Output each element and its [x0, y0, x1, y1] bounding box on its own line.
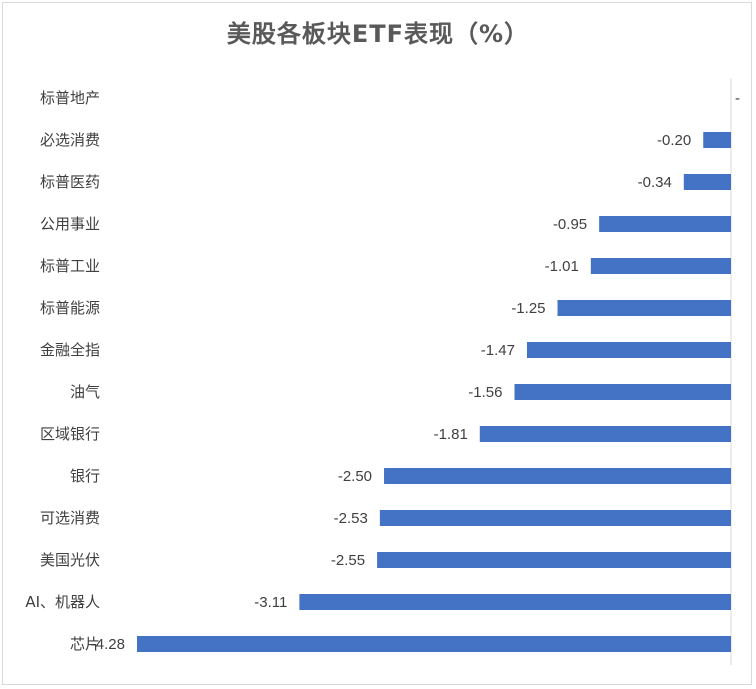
bar-11: [377, 552, 731, 568]
value-labels-group: - -0.20 -0.34 -0.95 -1.01 -1.25 -1.47 -1.56 -1.8…: [91, 90, 740, 653]
bar-13: [137, 636, 731, 652]
category-label-1: 必选消费: [40, 131, 100, 149]
category-labels-group: 标普地产必选消费标普医药公用事业标普工业标普能源金融全指油气区域银行银行可选消费…: [25, 89, 100, 653]
category-label-10: 可选消费: [40, 509, 100, 527]
bar-6: [526, 342, 731, 358]
category-label-9: 银行: [70, 467, 100, 485]
bar-8: [479, 426, 731, 442]
category-label-6: 金融全指: [40, 341, 100, 359]
bar-10: [379, 510, 731, 526]
bars-group: [137, 132, 731, 652]
category-label-3: 公用事业: [40, 215, 100, 233]
category-label-2: 标普医药: [40, 173, 100, 191]
value-label-11: -2.55: [331, 552, 365, 569]
category-label-5: 标普能源: [40, 299, 100, 317]
value-label-2: -0.34: [638, 174, 672, 191]
chart-title: 美股各板块ETF表现（%）: [226, 20, 530, 48]
bar-9: [384, 468, 731, 484]
value-label-0: -: [735, 90, 740, 107]
category-label-4: 标普工业: [40, 257, 100, 275]
bar-12: [299, 594, 731, 610]
bar-3: [599, 216, 731, 232]
category-label-8: 区域银行: [40, 425, 100, 443]
value-label-12: -3.11: [254, 594, 287, 611]
bar-7: [514, 384, 731, 400]
bar-4: [590, 258, 731, 274]
value-label-3: -0.95: [553, 216, 587, 233]
value-label-10: -2.53: [334, 510, 368, 527]
value-label-4: -1.01: [545, 258, 579, 275]
value-label-8: -1.81: [434, 426, 468, 443]
bar-2: [683, 174, 731, 190]
value-label-1: -0.20: [657, 132, 691, 149]
value-label-9: -2.50: [338, 468, 372, 485]
bar-1: [703, 132, 731, 148]
category-label-11: 美国光伏: [40, 551, 100, 569]
category-label-7: 油气: [70, 383, 100, 401]
value-label-13: -4.28: [91, 636, 125, 653]
category-label-13: 芯片: [70, 635, 100, 653]
category-label-12: AI、机器人: [25, 593, 100, 611]
value-label-7: -1.56: [468, 384, 502, 401]
value-label-6: -1.47: [481, 342, 515, 359]
category-label-0: 标普地产: [40, 89, 100, 107]
value-label-5: -1.25: [511, 300, 545, 317]
bar-5: [557, 300, 731, 316]
